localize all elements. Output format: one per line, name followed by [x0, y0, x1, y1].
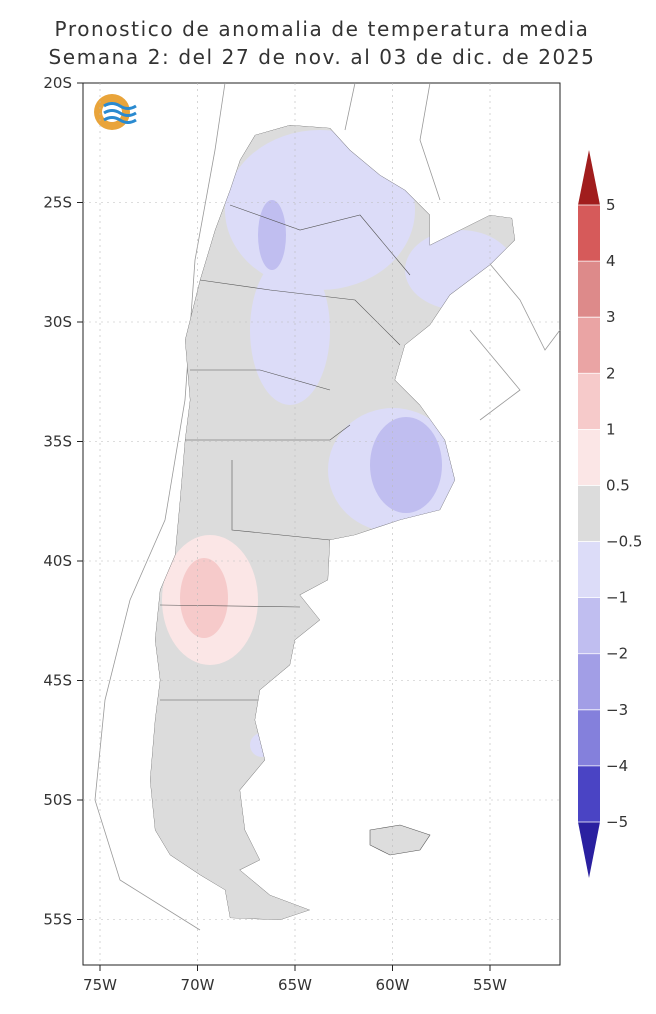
- colorbar-label: −0.5: [606, 533, 642, 551]
- colorbar-box: [578, 429, 600, 486]
- colorbar-box: [578, 709, 600, 766]
- colorbar-box: [578, 317, 600, 374]
- lon-label: 75W: [83, 976, 117, 994]
- lat-label: 20S: [43, 74, 72, 92]
- lon-label: 55W: [473, 976, 507, 994]
- lat-label: 45S: [43, 672, 72, 690]
- colorbar-label: 1: [606, 420, 616, 438]
- lon-label: 70W: [181, 976, 215, 994]
- colorbar-label: 0.5: [606, 476, 630, 494]
- islands: [369, 824, 431, 856]
- colorbar-label: 5: [606, 196, 616, 214]
- lat-label: 35S: [43, 433, 72, 451]
- colorbar-box: [578, 765, 600, 822]
- colorbar-label: 4: [606, 252, 616, 270]
- colorbar-box: [578, 485, 600, 542]
- lon-label: 60W: [376, 976, 410, 994]
- colorbar-box: [578, 373, 600, 430]
- lat-label: 25S: [43, 194, 72, 212]
- colorbar-label: −5: [606, 813, 628, 831]
- colorbar-label: 2: [606, 364, 616, 382]
- lat-label: 55S: [43, 911, 72, 929]
- colorbar-label: −3: [606, 701, 628, 719]
- colorbar-box: [578, 541, 600, 598]
- axes: 20S 25S 30S 35S 40S 45S 50S 55S 75W 70W 65W 60W 55W: [43, 74, 560, 994]
- lat-label: 40S: [43, 552, 72, 570]
- subtitle: Semana 2: del 27 de nov. al 03 de dic. d…: [49, 45, 596, 69]
- colorbar-label: −4: [606, 757, 628, 775]
- colorbar: 5 4 3 2 1 0.5 −0.5 −1 −2 −3 −4 −5: [578, 150, 642, 878]
- colorbar-box: [578, 261, 600, 318]
- title: Pronostico de anomalia de temperatura me…: [55, 17, 590, 41]
- colorbar-box: [578, 205, 600, 262]
- colorbar-arrow: [578, 822, 600, 878]
- colorbar-box: [578, 653, 600, 710]
- lat-label: 50S: [43, 791, 72, 809]
- colorbar-label: −2: [606, 645, 628, 663]
- colorbar-box: [578, 597, 600, 654]
- colorbar-label: −1: [606, 589, 628, 607]
- colorbar-label: 3: [606, 308, 616, 326]
- lat-label: 30S: [43, 313, 72, 331]
- logo: [94, 94, 137, 130]
- coastlines: [94, 82, 561, 931]
- lon-label: 65W: [278, 976, 312, 994]
- colorbar-arrow: [578, 150, 600, 205]
